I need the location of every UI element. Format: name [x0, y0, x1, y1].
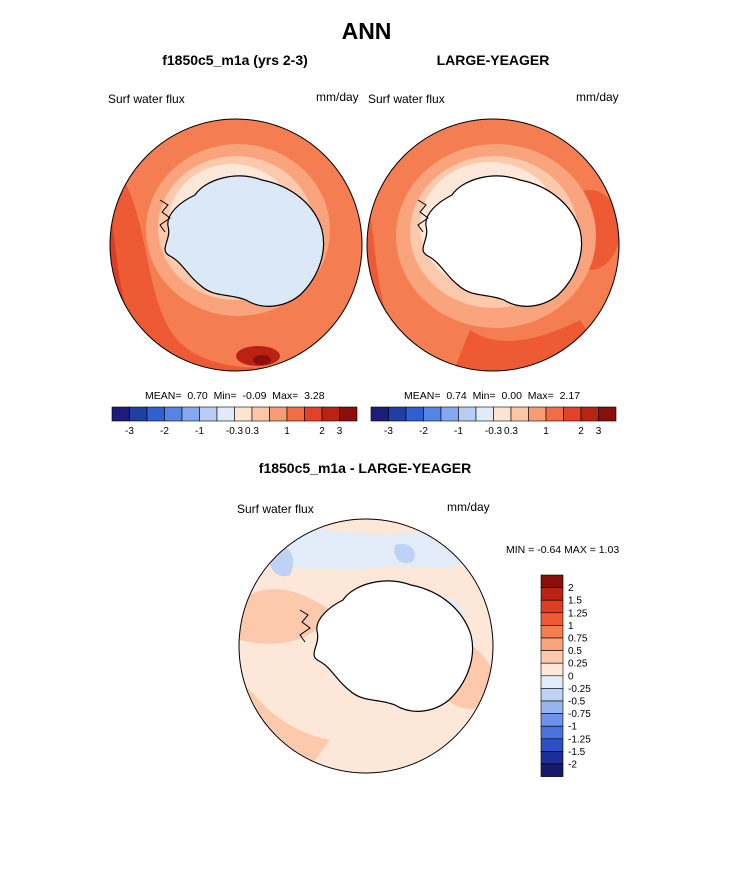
panel2-colorbar-tick: -2: [419, 426, 428, 437]
panel3-colorbar-swatch: [540, 738, 564, 752]
panel1-colorbar-swatch: [286, 406, 305, 422]
panel3-colorbar-swatch: [540, 574, 564, 588]
panel3-colorbar-tick: 2: [568, 583, 574, 594]
panel2-colorbar-swatch: [370, 406, 389, 422]
panel3-colorbar-swatch: [540, 587, 564, 601]
panel3-colorbar-tick: -0.75: [568, 709, 591, 720]
panel3-colorbar-tick: 0.25: [568, 659, 588, 670]
panel2-colorbar-swatch: [510, 406, 529, 422]
map2: [367, 119, 619, 371]
panel3-colorbar: 21.51.2510.750.50.250-0.25-0.5-0.75-1-1.…: [540, 574, 591, 777]
panel3-variable-label: Surf water flux: [237, 502, 314, 516]
panel2-colorbar-swatch: [580, 406, 599, 422]
panel1-colorbar-swatch: [339, 406, 358, 422]
panel2-colorbar-tick: 0.3: [504, 426, 518, 437]
panel1-colorbar-swatch: [146, 406, 165, 422]
map1-boundary: [109, 118, 363, 372]
panel3-colorbar-tick: 1.25: [568, 608, 588, 619]
panel3-colorbar-tick: 1.5: [568, 596, 582, 607]
panel3-colorbar-tick: -0.25: [568, 684, 591, 695]
panel3-colorbar-swatch: [540, 763, 564, 777]
panel3-colorbar-swatch: [540, 625, 564, 639]
map3-boundary: [238, 518, 494, 774]
panel3-colorbar-swatch: [540, 713, 564, 727]
panel1-colorbar-tick: 0.3: [245, 426, 259, 437]
panel3-colorbar-tick: -1: [568, 722, 577, 733]
map2-boundary: [366, 118, 620, 372]
panel2-colorbar-swatch: [405, 406, 424, 422]
panel1-colorbar-tick: -2: [160, 426, 169, 437]
panel1-colorbar-swatch: [111, 406, 130, 422]
panel1-colorbar-tick: -3: [125, 426, 134, 437]
panel1-variable-label: Surf water flux: [108, 92, 185, 106]
panel3-title: f1850c5_m1a - LARGE-YEAGER: [258, 460, 472, 476]
panel1-colorbar-tick: -0.3: [226, 426, 244, 437]
panel1-colorbar-tick: 3: [337, 426, 343, 437]
panel1-colorbar-swatch: [269, 406, 288, 422]
panel3-colorbar-tick: -1.25: [568, 734, 591, 745]
panel2-colorbar-swatch: [458, 406, 477, 422]
panel1-colorbar-tick: 1: [284, 426, 290, 437]
panel2-colorbar-tick: 2: [578, 426, 584, 437]
panel3-colorbar-swatch: [540, 599, 564, 614]
panel1-colorbar-swatch: [251, 406, 270, 422]
panel1-colorbar-swatch: [304, 406, 323, 422]
panel3-colorbar-tick: -2: [568, 760, 577, 771]
panel3-colorbar-swatch: [540, 700, 564, 714]
panel1-units-label: mm/day: [316, 90, 359, 104]
panel2-colorbar-tick: -0.3: [485, 426, 503, 437]
panel1-colorbar-swatch: [181, 406, 200, 422]
panel3-colorbar-swatch: [540, 612, 564, 626]
panel3-colorbar-swatch: [540, 688, 564, 702]
panel1-stats: MEAN= 0.70 Min= -0.09 Max= 3.28: [145, 390, 325, 402]
panel3-colorbar-tick: 0.75: [568, 634, 588, 645]
map3: [239, 519, 493, 773]
panel1-colorbar-tick: -1: [195, 426, 204, 437]
map1: [110, 119, 362, 371]
panel1-colorbar-swatch: [199, 406, 218, 422]
panel3-colorbar-swatch: [540, 637, 564, 651]
panel3-colorbar-swatch: [540, 675, 564, 689]
figure-title: ANN: [341, 18, 392, 44]
panel3-colorbar-tick: -0.5: [568, 697, 586, 708]
panel1-colorbar-swatch: [164, 406, 183, 422]
panel3-colorbar-swatch: [540, 751, 564, 765]
panel3-colorbar-tick: 1: [568, 621, 574, 632]
panel1-colorbar-swatch: [321, 406, 340, 422]
panel2-colorbar-swatch: [528, 406, 547, 422]
panel3-stats: MIN = -0.64 MAX = 1.03: [506, 544, 620, 556]
panel2-stats: MEAN= 0.74 Min= 0.00 Max= 2.17: [404, 390, 581, 402]
panel2-colorbar-swatch: [563, 406, 582, 422]
panel3-units-label: mm/day: [447, 500, 490, 514]
panel2-colorbar-swatch: [545, 406, 564, 422]
panel3-colorbar-swatch: [540, 725, 564, 740]
panel3-colorbar-swatch: [540, 650, 564, 664]
panel2-colorbar-swatch: [440, 406, 459, 422]
panel3-colorbar-tick: 0.5: [568, 646, 582, 657]
panel2-colorbar-swatch: [423, 406, 442, 422]
panel2-colorbar-swatch: [388, 406, 407, 422]
panel2-colorbar-tick: 1: [543, 426, 549, 437]
panel2-units-label: mm/day: [576, 90, 619, 104]
panel1-colorbar-swatch: [129, 406, 148, 422]
panel3-colorbar-tick: 0: [568, 671, 574, 682]
panel2-colorbar-tick: 3: [596, 426, 602, 437]
panel2-colorbar-tick: -1: [454, 426, 463, 437]
panel1-colorbar: -3 -2 -1 -0.3 0.3 1 2 3: [111, 406, 358, 437]
panel1-colorbar-swatch: [216, 406, 235, 422]
panel3-colorbar-swatch: [540, 662, 564, 677]
panel2-title: LARGE-YEAGER: [436, 52, 550, 68]
panel1-colorbar-tick: 2: [319, 426, 325, 437]
panel3-colorbar-tick: -1.5: [568, 747, 586, 758]
panel2-colorbar-swatch: [475, 406, 494, 422]
panel1-title: f1850c5_m1a (yrs 2-3): [162, 52, 308, 68]
panel1-colorbar-swatch: [234, 406, 253, 422]
panel2-colorbar: -3 -2 -1 -0.3 0.3 1 2 3: [370, 406, 617, 437]
panel2-colorbar-swatch: [493, 406, 512, 422]
panel2-colorbar-swatch: [598, 406, 617, 422]
panel2-colorbar-tick: -3: [384, 426, 393, 437]
panel2-variable-label: Surf water flux: [368, 92, 445, 106]
